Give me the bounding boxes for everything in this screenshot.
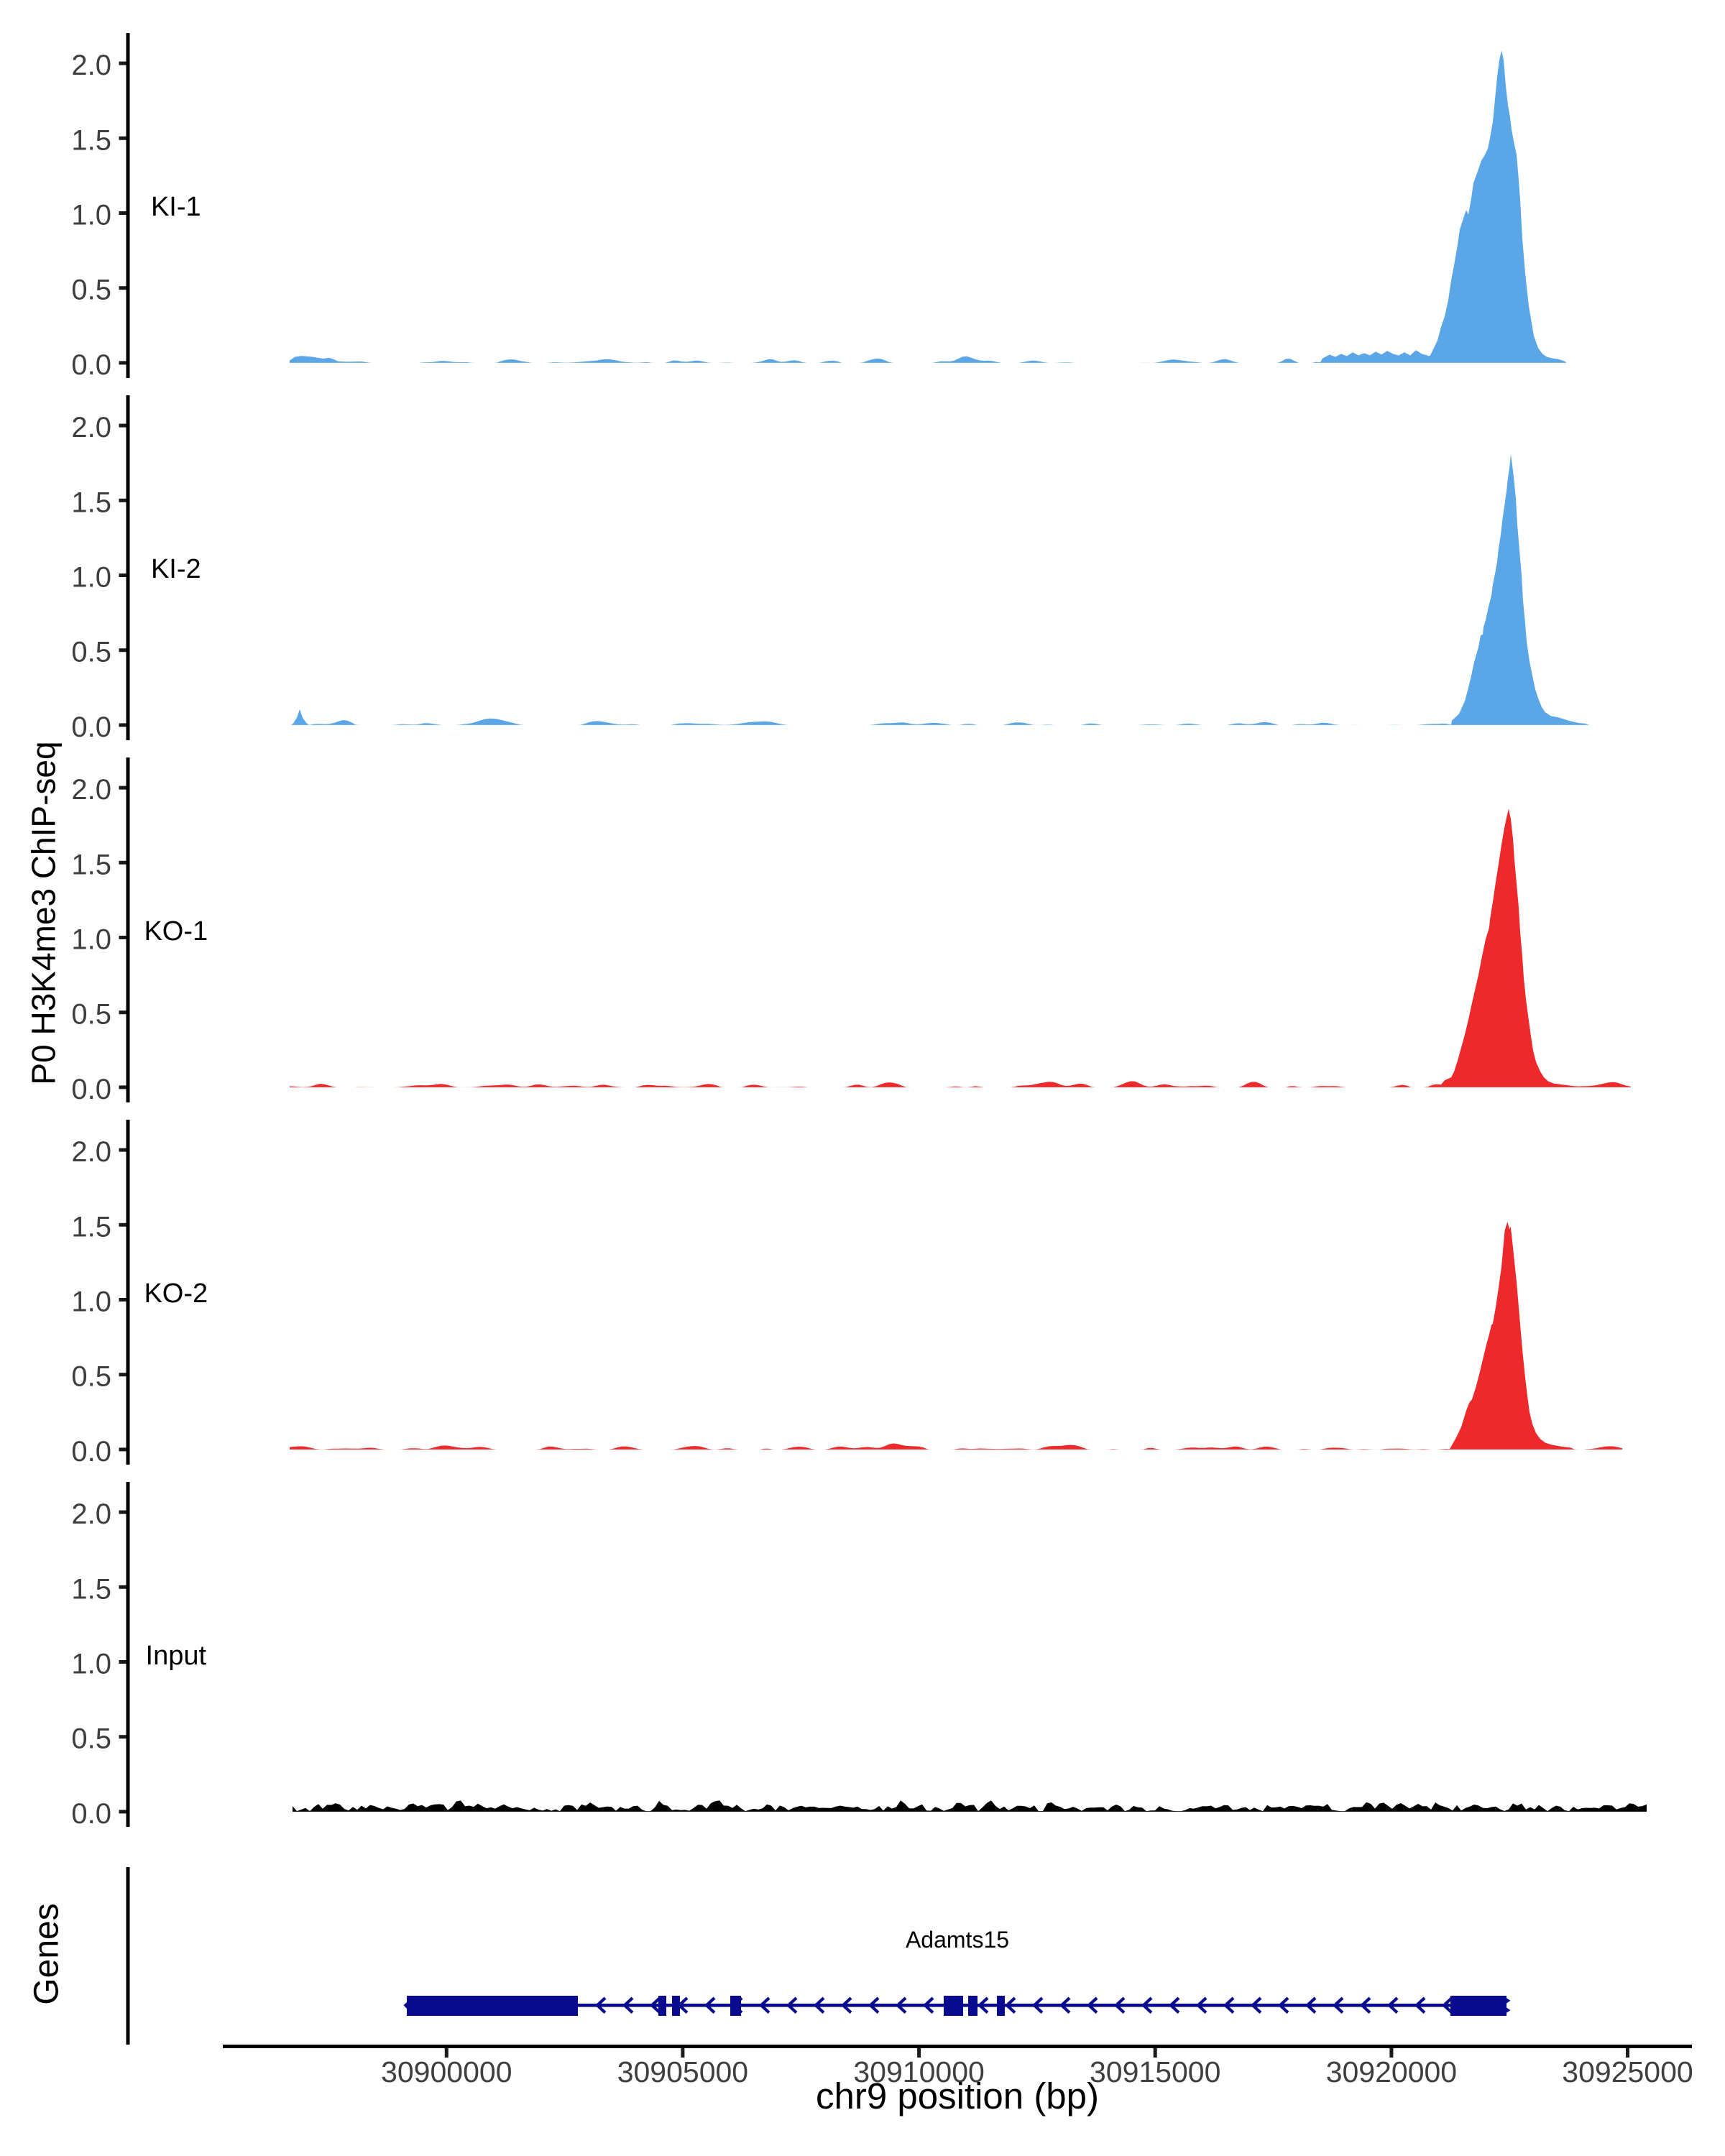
svg-text:0.5: 0.5 [71,1361,111,1393]
svg-text:KI-1: KI-1 [151,192,201,222]
svg-text:chr9 position (bp): chr9 position (bp) [816,2076,1099,2116]
svg-text:0.5: 0.5 [71,637,111,668]
svg-text:1.0: 1.0 [71,1649,111,1680]
svg-text:1.5: 1.5 [71,1211,111,1243]
svg-text:30905000: 30905000 [617,2055,748,2088]
svg-text:2.0: 2.0 [71,774,111,806]
svg-text:0.0: 0.0 [71,711,111,743]
svg-text:0.5: 0.5 [71,999,111,1031]
svg-text:30915000: 30915000 [1090,2055,1220,2088]
svg-text:KO-1: KO-1 [144,916,208,946]
svg-text:Input: Input [146,1641,207,1671]
svg-text:30900000: 30900000 [381,2055,512,2088]
svg-text:1.0: 1.0 [71,1286,111,1318]
svg-text:Adamts15: Adamts15 [906,1927,1009,1953]
svg-text:30910000: 30910000 [853,2055,984,2088]
svg-text:KO-2: KO-2 [144,1279,208,1309]
svg-text:30925000: 30925000 [1562,2055,1693,2088]
svg-text:0.0: 0.0 [71,1436,111,1468]
svg-text:1.5: 1.5 [71,849,111,880]
svg-text:1.0: 1.0 [71,562,111,594]
svg-text:0.0: 0.0 [71,349,111,381]
svg-text:0.5: 0.5 [71,275,111,306]
svg-text:1.5: 1.5 [71,1573,111,1605]
svg-text:2.0: 2.0 [71,1498,111,1530]
svg-text:0.5: 0.5 [71,1723,111,1755]
svg-text:1.5: 1.5 [71,124,111,156]
svg-text:30920000: 30920000 [1326,2055,1457,2088]
svg-text:2.0: 2.0 [71,412,111,443]
svg-text:P0 H3K4me3 ChIP-seq: P0 H3K4me3 ChIP-seq [25,741,63,1084]
svg-text:Genes: Genes [28,1903,66,2004]
svg-text:KI-2: KI-2 [151,554,201,584]
svg-text:0.0: 0.0 [71,1074,111,1105]
svg-text:1.0: 1.0 [71,200,111,231]
svg-text:2.0: 2.0 [71,50,111,81]
svg-text:2.0: 2.0 [71,1136,111,1168]
svg-text:1.5: 1.5 [71,487,111,518]
svg-text:1.0: 1.0 [71,924,111,956]
svg-text:0.0: 0.0 [71,1798,111,1830]
